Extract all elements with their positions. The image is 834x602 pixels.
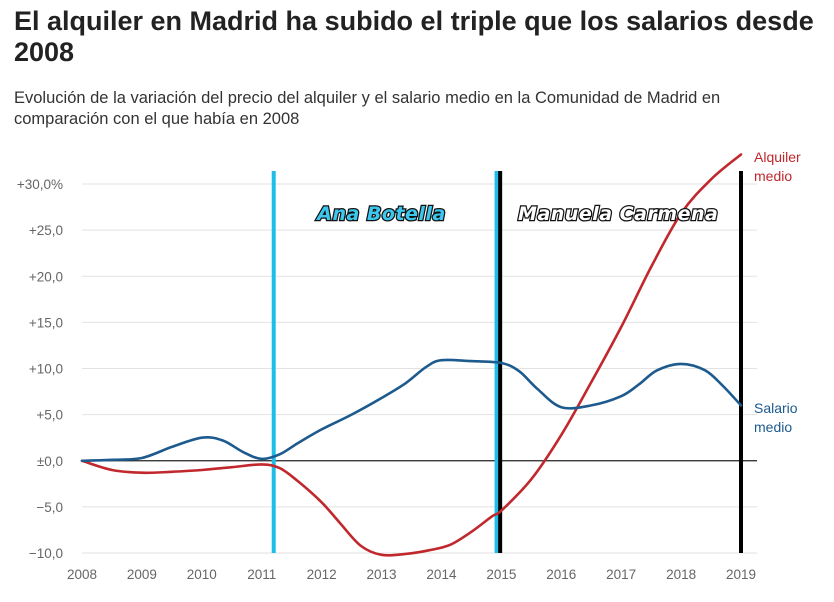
y-tick-label: −10,0 <box>29 546 63 561</box>
y-tick-label: +25,0 <box>29 223 63 238</box>
x-tick-label: 2010 <box>187 567 217 582</box>
x-tick-label: 2018 <box>666 567 696 582</box>
x-tick-label: 2009 <box>127 567 157 582</box>
x-tick-label: 2011 <box>247 567 276 582</box>
y-tick-label: +10,0 <box>29 362 63 377</box>
period-label-ana-botella: Ana Botella <box>315 203 446 225</box>
chart-subtitle: Evolución de la variación del precio del… <box>14 89 721 128</box>
y-tick-label: +5,0 <box>36 408 63 423</box>
x-tick-label: 2019 <box>726 567 756 582</box>
y-tick-label: −5,0 <box>36 500 63 515</box>
series-lines <box>80 153 743 557</box>
x-tick-label: 2017 <box>606 567 636 582</box>
x-tick-label: 2012 <box>307 567 337 582</box>
chart-title: El alquiler en Madrid ha subido el tripl… <box>14 6 814 67</box>
series-line-alquiler <box>80 153 743 557</box>
y-tick-label: +20,0 <box>29 269 63 284</box>
x-tick-label: 2016 <box>546 567 576 582</box>
chart-labels: +30,0% +25,0 +20,0 +15,0 +10,0 +5,0 ±0,0 −5,0 −1… <box>17 149 801 582</box>
series-label-alquiler: Alquiler <box>754 149 801 165</box>
gridlines <box>82 183 757 554</box>
series-line-salario <box>80 358 743 463</box>
y-tick-label: ±0,0 <box>37 454 63 469</box>
x-tick-label: 2015 <box>486 567 516 582</box>
x-tick-label: 2008 <box>67 567 97 582</box>
series-label-alquiler: medio <box>754 168 792 184</box>
y-tick-label: +30,0% <box>17 177 63 192</box>
series-label-salario: medio <box>754 419 792 435</box>
x-tick-label: 2014 <box>426 567 457 582</box>
period-label-manuela-carmena: Manuela Carmena <box>518 203 718 225</box>
x-tick-label: 2013 <box>367 567 397 582</box>
series-label-salario: Salario <box>754 400 798 416</box>
y-tick-label: +15,0 <box>29 315 63 330</box>
